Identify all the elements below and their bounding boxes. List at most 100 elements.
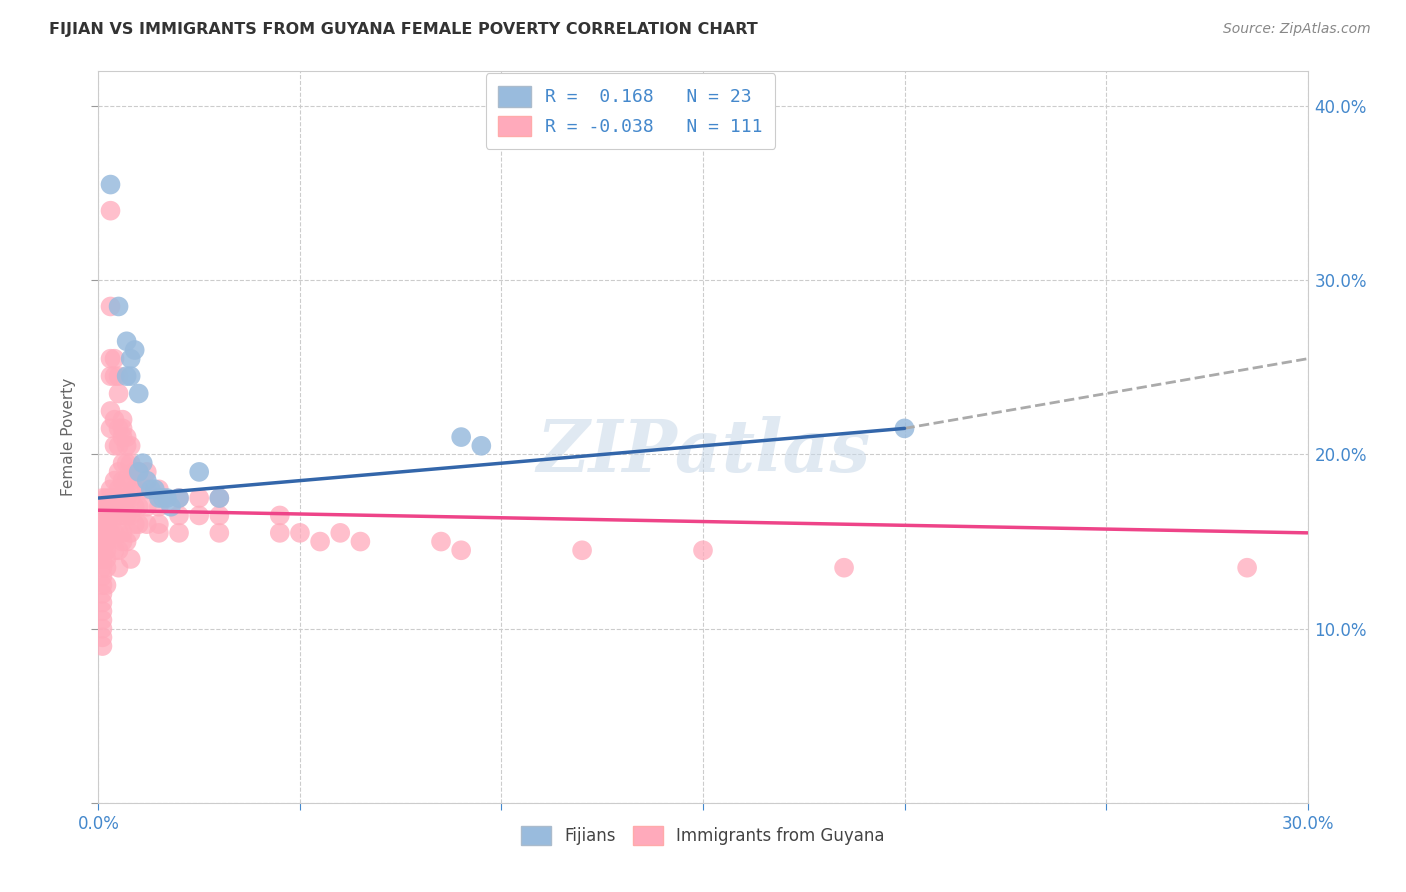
Point bbox=[128, 483, 150, 497]
Point bbox=[120, 525, 142, 540]
Point bbox=[128, 517, 150, 532]
Point bbox=[115, 456, 138, 470]
Point bbox=[152, 491, 174, 505]
Point bbox=[91, 604, 114, 618]
Point bbox=[115, 439, 138, 453]
Point bbox=[91, 517, 114, 532]
Point bbox=[115, 491, 138, 505]
Point bbox=[103, 412, 125, 426]
Point bbox=[120, 491, 142, 505]
Point bbox=[91, 560, 114, 574]
Point bbox=[107, 439, 129, 453]
Point bbox=[120, 474, 142, 488]
Point bbox=[100, 300, 122, 314]
Point bbox=[450, 430, 472, 444]
Point bbox=[111, 508, 134, 523]
Point bbox=[115, 534, 138, 549]
Point bbox=[91, 631, 114, 645]
Point bbox=[107, 560, 129, 574]
Point bbox=[128, 465, 150, 479]
Point bbox=[148, 483, 170, 497]
Point bbox=[103, 439, 125, 453]
Point bbox=[160, 500, 183, 514]
Point bbox=[128, 465, 150, 479]
Point bbox=[1236, 560, 1258, 574]
Point bbox=[107, 491, 129, 505]
Point bbox=[96, 508, 118, 523]
Point bbox=[167, 508, 190, 523]
Point bbox=[128, 386, 150, 401]
Point bbox=[135, 474, 157, 488]
Point bbox=[349, 534, 371, 549]
Point bbox=[115, 369, 138, 384]
Point bbox=[91, 552, 114, 566]
Point bbox=[91, 595, 114, 609]
Point bbox=[107, 543, 129, 558]
Point bbox=[91, 525, 114, 540]
Point bbox=[120, 369, 142, 384]
Point bbox=[135, 500, 157, 514]
Text: Source: ZipAtlas.com: Source: ZipAtlas.com bbox=[1223, 22, 1371, 37]
Point bbox=[120, 456, 142, 470]
Point bbox=[288, 525, 311, 540]
Point bbox=[832, 560, 855, 574]
Point bbox=[103, 369, 125, 384]
Point bbox=[269, 525, 291, 540]
Point bbox=[111, 421, 134, 435]
Point bbox=[91, 639, 114, 653]
Point bbox=[96, 560, 118, 574]
Point bbox=[100, 508, 122, 523]
Point bbox=[91, 622, 114, 636]
Point bbox=[208, 508, 231, 523]
Point bbox=[111, 456, 134, 470]
Point bbox=[148, 491, 170, 505]
Point bbox=[430, 534, 453, 549]
Point bbox=[124, 483, 146, 497]
Point bbox=[470, 439, 492, 453]
Point bbox=[167, 491, 190, 505]
Point bbox=[893, 421, 915, 435]
Point bbox=[107, 483, 129, 497]
Point bbox=[107, 369, 129, 384]
Point bbox=[96, 491, 118, 505]
Point bbox=[188, 508, 211, 523]
Point bbox=[120, 552, 142, 566]
Point bbox=[91, 491, 114, 505]
Point bbox=[100, 421, 122, 435]
Point bbox=[132, 456, 155, 470]
Point bbox=[124, 343, 146, 357]
Point bbox=[135, 483, 157, 497]
Point bbox=[91, 587, 114, 601]
Point bbox=[111, 412, 134, 426]
Point bbox=[139, 483, 162, 497]
Point bbox=[329, 525, 352, 540]
Point bbox=[107, 300, 129, 314]
Point bbox=[143, 483, 166, 497]
Point bbox=[120, 351, 142, 366]
Point bbox=[135, 465, 157, 479]
Point bbox=[100, 491, 122, 505]
Point bbox=[100, 500, 122, 514]
Point bbox=[148, 517, 170, 532]
Point bbox=[96, 552, 118, 566]
Point bbox=[100, 483, 122, 497]
Point bbox=[107, 525, 129, 540]
Text: ZIPatlas: ZIPatlas bbox=[536, 417, 870, 487]
Point bbox=[103, 491, 125, 505]
Point bbox=[91, 613, 114, 627]
Point bbox=[96, 525, 118, 540]
Point bbox=[103, 351, 125, 366]
Point bbox=[111, 500, 134, 514]
Point bbox=[100, 369, 122, 384]
Point bbox=[107, 465, 129, 479]
Point bbox=[124, 517, 146, 532]
Point bbox=[208, 525, 231, 540]
Point bbox=[128, 500, 150, 514]
Point bbox=[124, 465, 146, 479]
Point bbox=[208, 491, 231, 505]
Point bbox=[148, 500, 170, 514]
Point bbox=[167, 491, 190, 505]
Point bbox=[148, 525, 170, 540]
Point bbox=[120, 508, 142, 523]
Point bbox=[103, 525, 125, 540]
